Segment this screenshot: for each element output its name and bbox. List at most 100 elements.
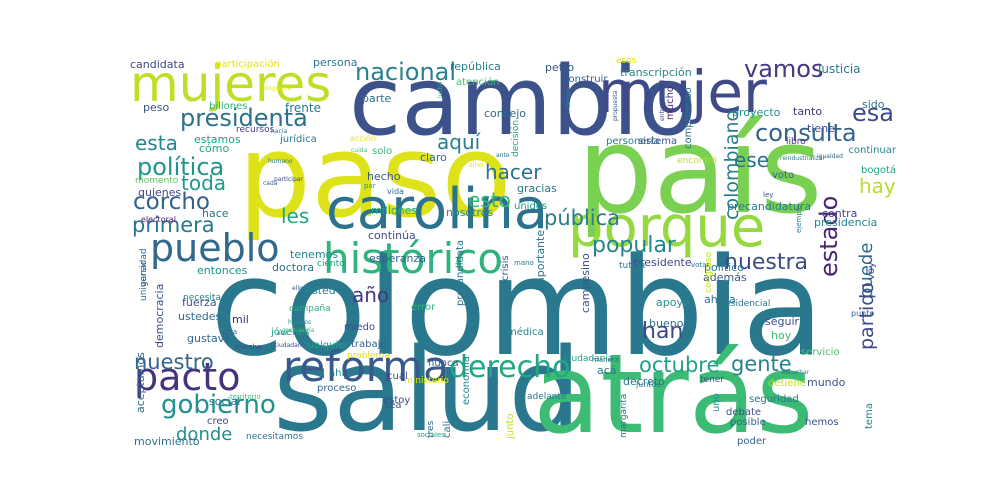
word-78: cómo bbox=[199, 142, 230, 155]
word-180: cuida bbox=[351, 147, 368, 154]
word-4: país bbox=[577, 102, 823, 241]
word-144: detiene bbox=[768, 378, 806, 389]
word-179: hacia bbox=[271, 128, 288, 135]
word-159: tema bbox=[864, 403, 875, 429]
word-58: frente bbox=[285, 101, 321, 115]
word-174: mano bbox=[514, 259, 534, 267]
word-cloud: colombia salud atrás país paso cambio mujeres m… bbox=[125, 50, 897, 450]
word-123: ahora bbox=[704, 293, 736, 306]
word-35: ese bbox=[734, 148, 770, 172]
word-14: pacto bbox=[134, 355, 241, 399]
word-175: votar bbox=[691, 261, 710, 269]
word-127: seguir bbox=[765, 315, 800, 328]
word-140: estoy bbox=[383, 395, 411, 406]
word-116: trabajo bbox=[351, 339, 387, 350]
word-31: pública bbox=[544, 206, 621, 230]
word-46: candidata bbox=[130, 58, 185, 71]
word-80: quienes bbox=[138, 186, 182, 199]
word-66: estamos bbox=[194, 133, 241, 146]
word-191: contraloría bbox=[282, 327, 315, 334]
word-195: era bbox=[277, 330, 287, 337]
word-83: claro bbox=[420, 151, 447, 164]
word-125: congreso bbox=[704, 251, 714, 293]
word-154: seguridad bbox=[749, 394, 799, 405]
word-131: ministerio bbox=[404, 376, 449, 386]
word-19: presidenta bbox=[180, 104, 308, 132]
word-145: mundo bbox=[807, 376, 846, 389]
word-157: hemos bbox=[805, 417, 839, 428]
word-87: unidos bbox=[514, 201, 548, 212]
word-77: bogotá bbox=[861, 165, 896, 176]
word-51: petro bbox=[545, 61, 575, 74]
word-59: parte bbox=[362, 92, 392, 105]
word-68: jurídica bbox=[280, 134, 317, 145]
word-30: esto bbox=[468, 188, 511, 212]
word-95: entonces bbox=[197, 264, 248, 277]
word-1: colombia bbox=[210, 229, 825, 386]
word-69: solo bbox=[372, 146, 393, 157]
word-74: encontró bbox=[677, 156, 717, 166]
word-192: ciudadano bbox=[274, 342, 306, 349]
word-158: poder bbox=[737, 436, 767, 447]
word-86: nosotros bbox=[446, 206, 494, 219]
word-139: cual bbox=[387, 371, 408, 382]
word-39: gente bbox=[731, 352, 792, 376]
word-194: ello bbox=[292, 285, 303, 292]
word-18: vamos bbox=[744, 55, 824, 83]
word-88: gracias bbox=[517, 182, 557, 195]
word-143: tener bbox=[700, 375, 725, 385]
word-101: tutela bbox=[619, 261, 646, 271]
word-132: nunca bbox=[428, 358, 459, 369]
word-82: electoral bbox=[141, 215, 176, 224]
word-42: donde bbox=[176, 424, 233, 445]
word-15: derecho bbox=[449, 350, 571, 385]
word-99: presidente bbox=[633, 256, 692, 269]
word-111: campaña bbox=[289, 304, 331, 314]
word-136: punto bbox=[851, 309, 875, 318]
word-17: nacional bbox=[355, 58, 457, 86]
word-76: continuar bbox=[848, 145, 896, 156]
word-23: esta bbox=[135, 131, 178, 155]
word-163: creo bbox=[207, 416, 229, 427]
word-130: problema bbox=[347, 351, 390, 361]
word-117: precandidata bbox=[455, 239, 466, 306]
word-53: justicia bbox=[818, 62, 861, 76]
word-160: margarita bbox=[619, 393, 629, 438]
word-61: mucho bbox=[665, 85, 676, 120]
word-92: precandidatura bbox=[727, 200, 812, 213]
word-54: atención bbox=[456, 77, 500, 88]
word-109: gustavo bbox=[187, 332, 231, 345]
word-137: cualquier bbox=[302, 340, 349, 351]
word-150: economía bbox=[461, 356, 472, 405]
word-133: ciudadanía bbox=[564, 354, 614, 364]
word-172: par bbox=[364, 182, 376, 190]
word-9: carolina bbox=[326, 177, 549, 242]
word-7: mujeres bbox=[130, 55, 332, 113]
word-119: importante bbox=[534, 229, 547, 291]
word-113: error bbox=[411, 302, 436, 313]
word-138: ahí bbox=[329, 368, 345, 379]
word-94: tenemos bbox=[290, 248, 338, 261]
word-43: año bbox=[352, 283, 390, 307]
word-189: igualdad bbox=[817, 153, 843, 160]
word-169: otra bbox=[223, 328, 238, 336]
word-184: tiempo bbox=[565, 86, 572, 108]
word-107: necesita bbox=[183, 293, 221, 303]
word-152: adelante bbox=[527, 392, 567, 402]
word-6: cambio bbox=[349, 47, 697, 157]
word-115: médica bbox=[507, 327, 544, 338]
word-106: usted bbox=[305, 284, 336, 297]
word-20: consulta bbox=[755, 119, 857, 147]
word-185: ante bbox=[496, 152, 510, 159]
word-173: ley bbox=[763, 191, 774, 199]
word-47: participación bbox=[215, 59, 280, 70]
word-112: jóvenes bbox=[271, 327, 310, 338]
word-67: recursos bbox=[236, 125, 275, 135]
word-34: hay bbox=[859, 174, 896, 198]
word-81: hace bbox=[202, 207, 229, 220]
word-49: república bbox=[450, 60, 501, 73]
word-10: porque bbox=[568, 195, 766, 260]
word-41: nuestro bbox=[134, 350, 214, 374]
word-187: propuesta bbox=[612, 90, 619, 121]
word-104: fuerza bbox=[182, 296, 217, 309]
